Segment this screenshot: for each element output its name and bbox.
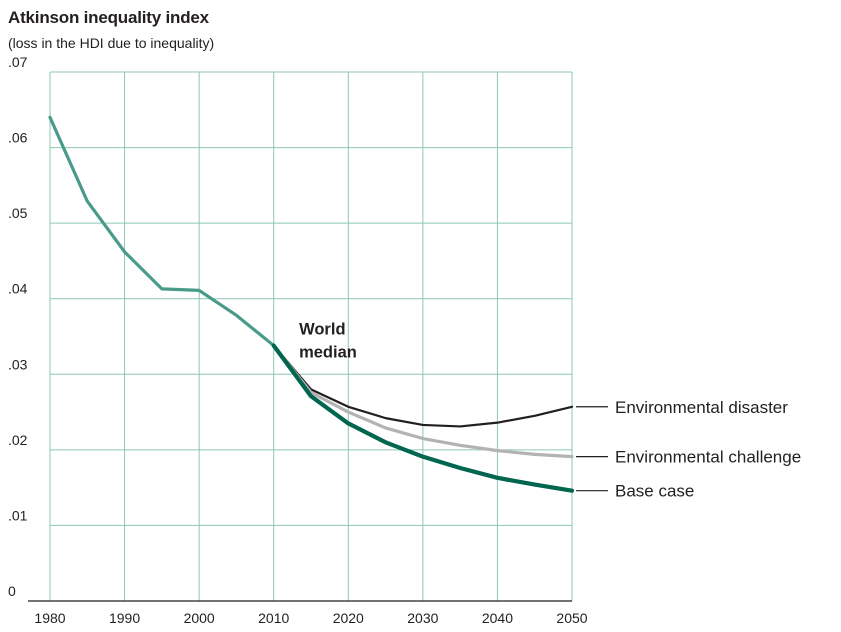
series-label: Environmental disaster bbox=[615, 398, 788, 417]
chart-title: Atkinson inequality index bbox=[8, 8, 209, 27]
series-line bbox=[48, 115, 276, 348]
x-tick-label: 2030 bbox=[407, 610, 438, 626]
series-label: Base case bbox=[615, 482, 694, 501]
y-tick-label: .05 bbox=[8, 205, 28, 221]
y-tick-label: .02 bbox=[8, 432, 28, 448]
y-tick-label: .04 bbox=[8, 281, 28, 297]
chart-subtitle: (loss in the HDI due to inequality) bbox=[8, 35, 215, 51]
x-tick-label: 2040 bbox=[482, 610, 513, 626]
y-tick-label: .06 bbox=[8, 130, 28, 146]
x-tick-label: 2000 bbox=[184, 610, 215, 626]
y-tick-label: .07 bbox=[8, 54, 28, 70]
series-label: Environmental challenge bbox=[615, 448, 801, 467]
x-tick-label: 2050 bbox=[556, 610, 587, 626]
x-tick-label: 2020 bbox=[333, 610, 364, 626]
annotation-text: median bbox=[299, 343, 357, 361]
series-line bbox=[272, 343, 574, 459]
x-tick-label: 1980 bbox=[34, 610, 65, 626]
series-line bbox=[272, 344, 574, 428]
series-line bbox=[271, 343, 575, 493]
y-tick-label: .01 bbox=[8, 507, 28, 523]
annotation-text: World bbox=[299, 320, 345, 338]
y-tick-label: 0 bbox=[8, 583, 16, 599]
x-tick-label: 2010 bbox=[258, 610, 289, 626]
x-tick-label: 1990 bbox=[109, 610, 140, 626]
y-tick-label: .03 bbox=[8, 356, 28, 372]
